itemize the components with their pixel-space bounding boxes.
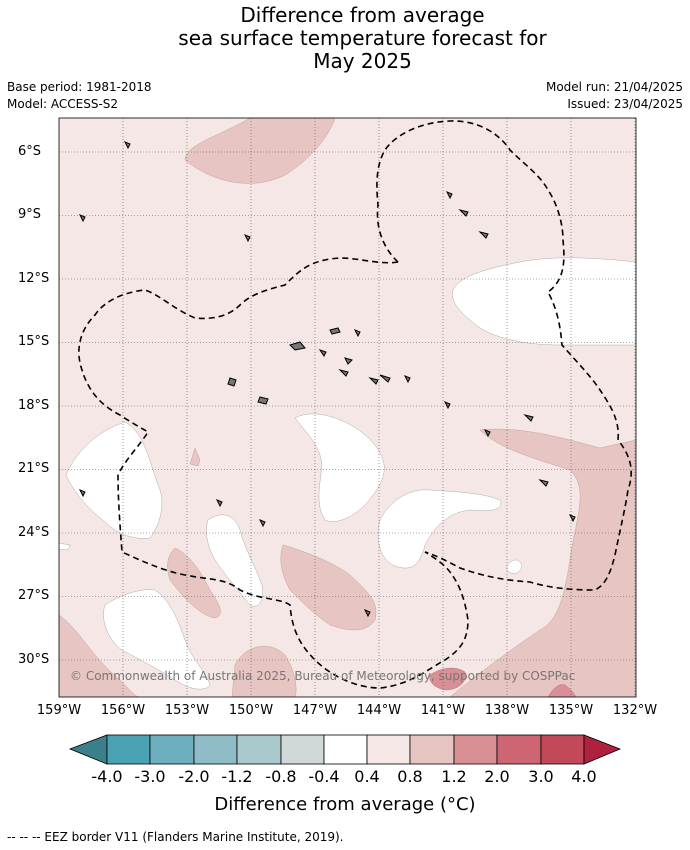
colorbar-bin-1: [106, 734, 151, 765]
title-line-3: May 2025: [313, 49, 412, 73]
colorbar-extend-low: [68, 734, 108, 765]
near-average-region-tiny-east: [506, 559, 523, 574]
island-cluster-society: [227, 327, 361, 405]
anomaly-0.8-1.2-region-south: [231, 646, 297, 697]
colorbar-label-neg0.8: -0.8: [265, 767, 297, 786]
map-gridlines: [59, 118, 636, 697]
colorbar-label-neg3: -3.0: [134, 767, 166, 786]
colorbar-bin-11: [540, 734, 585, 765]
lat-label-6s: 6°S: [18, 144, 42, 159]
near-average-region-edge: [59, 542, 71, 551]
colorbar-label-2.0: 2.0: [484, 767, 510, 786]
colorbar-bin-7: [366, 734, 411, 765]
colorbar-extend-high: [583, 734, 622, 765]
copyright-notice: © Commonwealth of Australia 2025, Bureau…: [70, 669, 576, 683]
eez-border-french-polynesia: [376, 120, 632, 591]
near-average-region-mid: [377, 489, 502, 569]
lat-label-12s: 12°S: [18, 271, 50, 286]
anomaly-0.8-1.2-region-north: [184, 118, 336, 184]
model-run: Model run: 21/04/2025: [545, 80, 683, 94]
colorbar-label-neg0.4: -0.4: [308, 767, 340, 786]
colorbar-label-neg1.2: -1.2: [221, 767, 253, 786]
map-field: [59, 118, 636, 697]
colorbar-label-1.2: 1.2: [441, 767, 467, 786]
colorbar-bin-6: [323, 734, 368, 765]
anomaly-0.8-1.2-region-tiny: [189, 447, 201, 467]
lon-label-141w: 141°W: [420, 703, 466, 718]
island-cluster-tuamotu: [338, 191, 489, 410]
near-average-region-east: [452, 257, 636, 346]
colorbar-bin-8: [409, 734, 455, 765]
near-average-region-south: [103, 589, 211, 690]
islands: [78, 141, 576, 618]
anomaly-0.8-1.2-region-centre: [280, 544, 377, 631]
lon-label-153w: 153°W: [164, 703, 210, 718]
eez-border-cook-islands: [78, 257, 469, 689]
colorbar-label-neg2: -2.0: [178, 767, 210, 786]
title-line-1: Difference from average: [240, 3, 485, 27]
lon-label-156w: 156°W: [100, 703, 146, 718]
anomaly-0.8-1.2-region-east: [449, 428, 636, 697]
issued-date: Issued: 23/04/2025: [567, 97, 683, 111]
colorbar-label-4.0: 4.0: [571, 767, 597, 786]
lon-label-147w: 147°W: [292, 703, 338, 718]
model-name: Model: ACCESS-S2: [7, 97, 119, 111]
colorbar-bin-3: [193, 734, 238, 765]
lat-label-21s: 21°S: [18, 461, 50, 476]
lon-label-138w: 138°W: [484, 703, 530, 718]
colorbar-bin-9: [453, 734, 498, 765]
anomaly-1.2-2.0-region-south: [429, 667, 466, 691]
near-average-region-west: [65, 421, 163, 539]
map-frame: [58, 117, 637, 698]
lat-label-24s: 24°S: [18, 525, 50, 540]
lat-label-30s: 30°S: [18, 652, 50, 667]
eez-footnote: -- -- -- EEZ border V11 (Flanders Marine…: [7, 830, 344, 844]
title-line-2: sea surface temperature forecast for: [178, 26, 547, 50]
colorbar-title: Difference from average (°C): [214, 794, 476, 815]
eez-borders: [78, 120, 632, 689]
colorbar-bin-4: [236, 734, 282, 765]
near-average-region-sw-small: [206, 514, 263, 607]
colorbar-label-3.0: 3.0: [528, 767, 554, 786]
lon-label-150w: 150°W: [228, 703, 274, 718]
base-period: Base period: 1981-2018: [7, 80, 152, 94]
island-cluster-austral: [78, 141, 576, 618]
colorbar-label-0.8: 0.8: [397, 767, 423, 786]
colorbar-bin-10: [496, 734, 542, 765]
lat-label-15s: 15°S: [18, 334, 50, 349]
lon-label-159w: 159°W: [36, 703, 82, 718]
lat-label-27s: 27°S: [18, 588, 50, 603]
anomaly-0.8-1.2-region-small-west: [167, 547, 221, 619]
lat-label-18s: 18°S: [18, 398, 50, 413]
colorbar-label-0.4: 0.4: [354, 767, 380, 786]
near-average-region-centre: [294, 413, 385, 522]
colorbar-bin-5: [280, 734, 325, 765]
colorbar-bin-2: [149, 734, 195, 765]
lon-label-132w: 132°W: [612, 703, 658, 718]
anomaly-1.2-2.0-region-se: [547, 684, 577, 697]
colorbar-label-neg4: -4.0: [91, 767, 123, 786]
lon-label-135w: 135°W: [548, 703, 594, 718]
colorbar: [68, 734, 622, 765]
lon-label-144w: 144°W: [356, 703, 402, 718]
lat-label-9s: 9°S: [18, 207, 42, 222]
